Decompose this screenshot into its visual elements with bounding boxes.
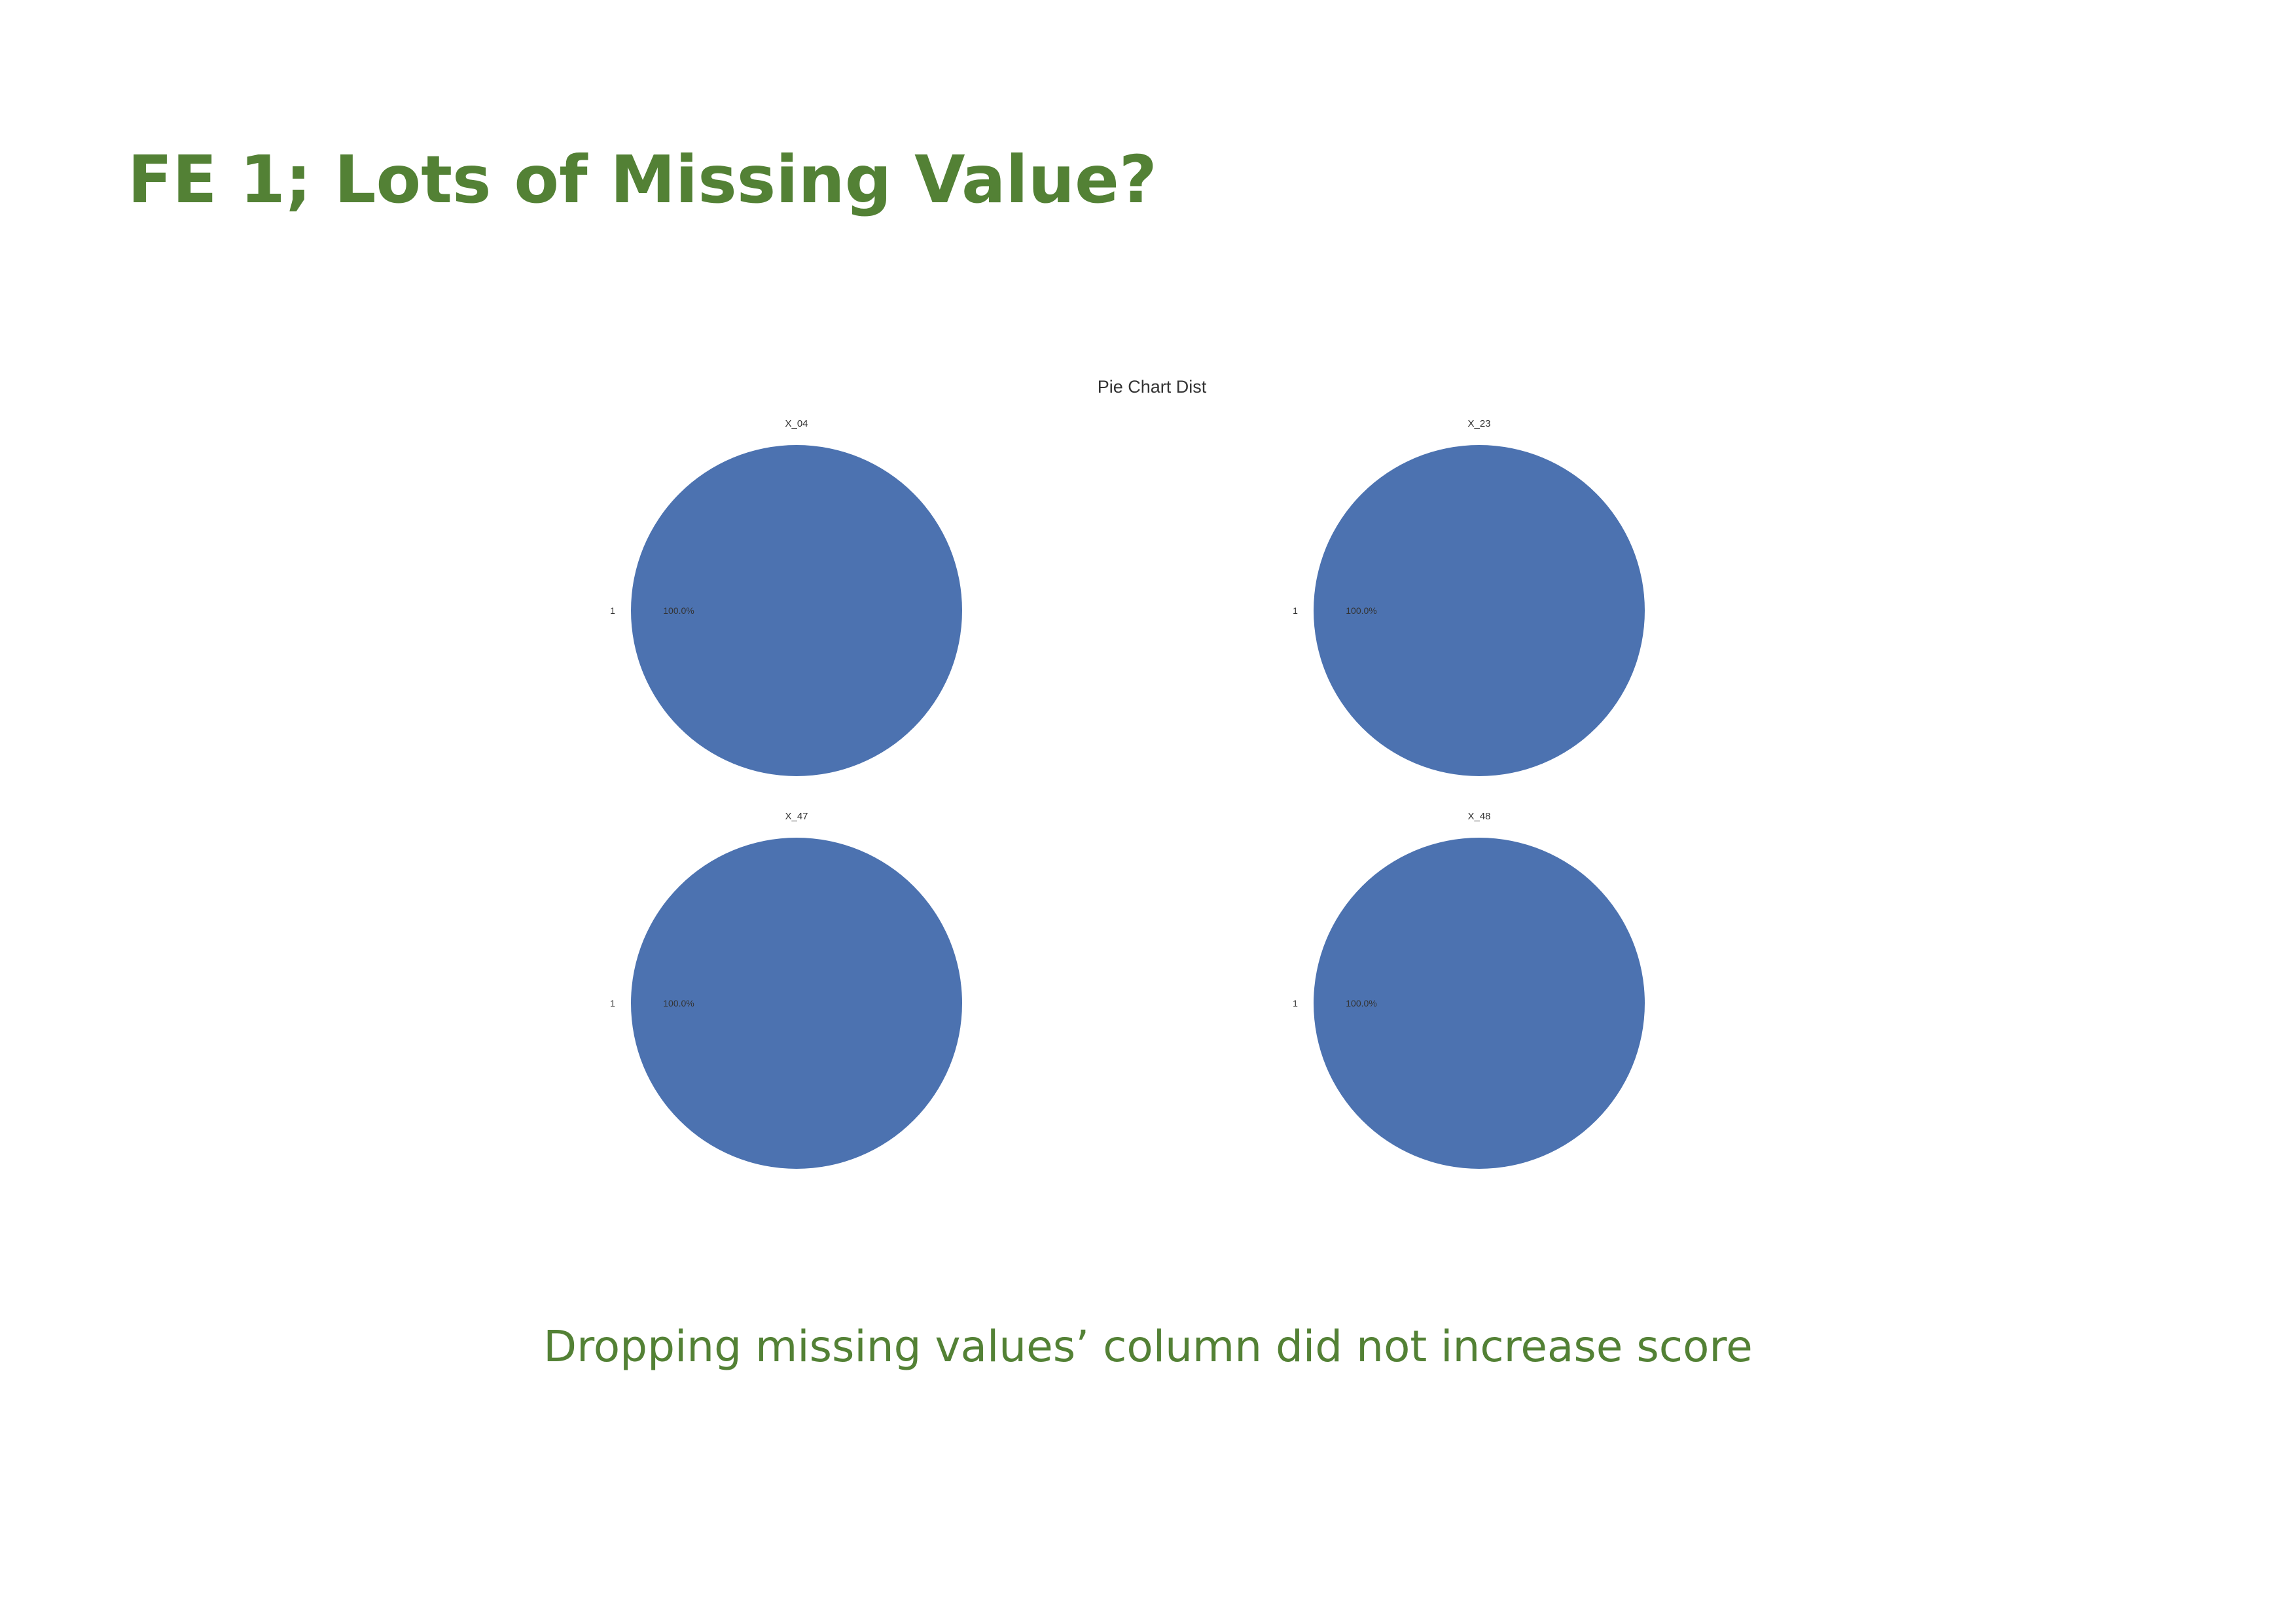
pie-slice (1314, 838, 1645, 1169)
pie-slice (631, 445, 962, 776)
pie-chart-figure: Pie Chart Dist X_04 1 100.0% X_23 1 100.0% X_4… (576, 366, 1728, 1185)
pie-slice (1314, 445, 1645, 776)
pie-slice-label: 1 (1293, 998, 1298, 1008)
pie-chart-svg: Pie Chart Dist X_041 100.0%X_231 100.0%X_4… (610, 377, 1645, 1169)
slide-title: FE 1; Lots of Missing Value? (128, 141, 1157, 218)
pie-slice (631, 838, 962, 1169)
pie-percent-label: 100.0% (1346, 998, 1376, 1008)
pie-percent-label: 100.0% (663, 605, 694, 616)
pie-slice-label: 1 (1293, 605, 1298, 616)
pie-chart-x-47: X_47 1 100.0% (610, 811, 962, 1169)
pie-subplot-title: X_47 (785, 811, 808, 822)
pie-subplot-title: X_04 (785, 418, 808, 429)
figure-title: Pie Chart Dist (1098, 377, 1207, 397)
pie-percent-label: 100.0% (663, 998, 694, 1008)
pie-chart-x-48: X_48 1 100.0% (1293, 811, 1645, 1169)
pie-chart-x-04: X_04 1 100.0% (610, 418, 962, 776)
pie-percent-label: 100.0% (1346, 605, 1376, 616)
pie-slice-label: 1 (610, 605, 615, 616)
pie-chart-x-23: X_23 1 100.0% (1293, 418, 1645, 776)
pie-subplot-title: X_23 (1467, 418, 1490, 429)
slide-caption: Dropping missing values’ column did not … (543, 1321, 1753, 1372)
pie-subplot-title: X_48 (1467, 811, 1490, 822)
pie-slice-label: 1 (610, 998, 615, 1008)
